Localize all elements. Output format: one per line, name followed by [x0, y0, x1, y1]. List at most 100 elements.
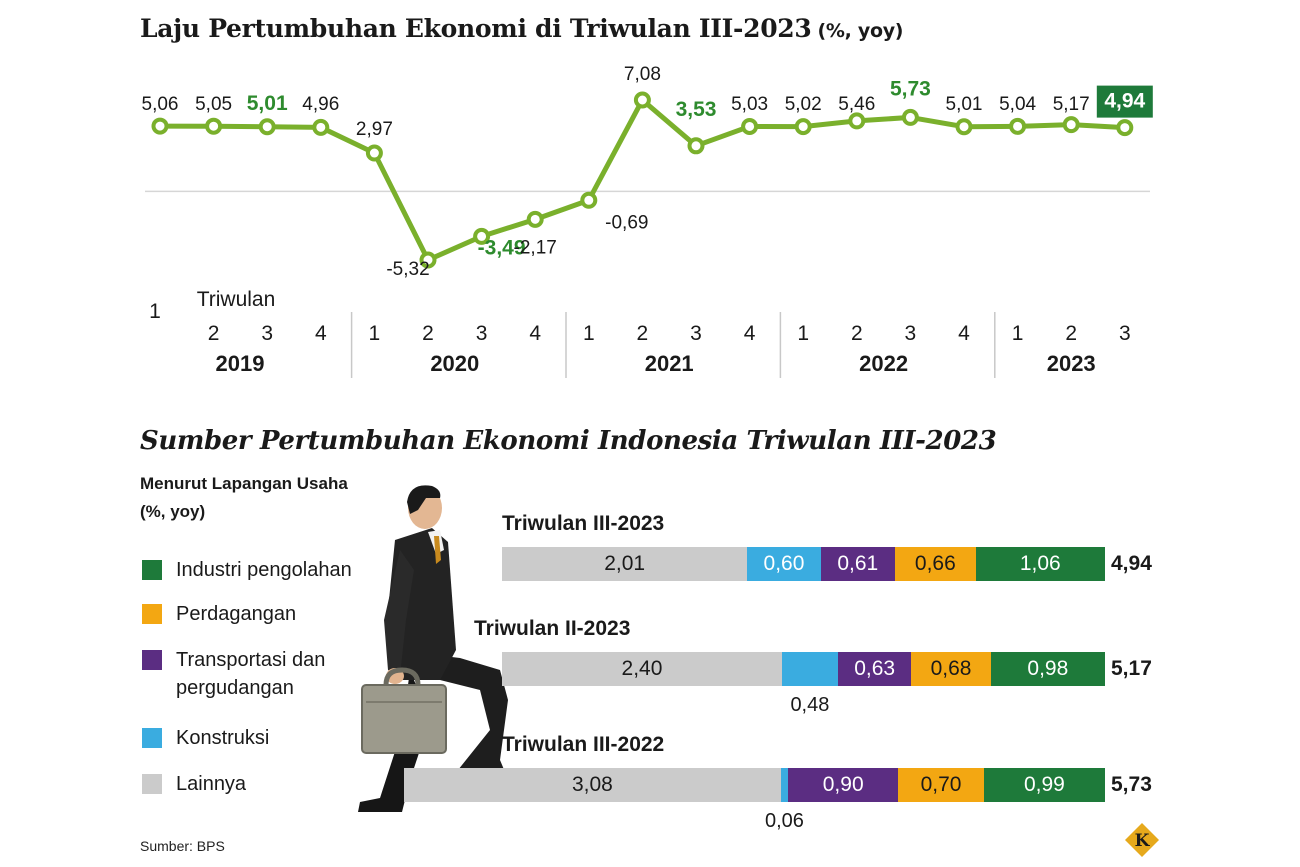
- x-year-label: 2023: [1047, 351, 1096, 376]
- legend-swatch-industri: [142, 560, 162, 580]
- data-point: [526, 210, 544, 228]
- data-label: 5,01: [946, 94, 983, 115]
- x-tick-label: 4: [315, 322, 327, 345]
- bar-segment-label: 0,90: [822, 773, 864, 796]
- data-label: 5,73: [890, 77, 931, 100]
- x-tick-label: 4: [958, 322, 970, 345]
- data-point: [205, 117, 223, 135]
- data-label: -2,17: [514, 237, 557, 258]
- data-point: [473, 227, 491, 245]
- data-label: 5,17: [1053, 94, 1090, 115]
- bar-segment: 3,08: [404, 768, 781, 802]
- bar-total: 5,73: [1111, 773, 1152, 796]
- bar-segment-label: 2,01: [604, 552, 646, 575]
- legend-item-transportasi: Transportasi dan pergudangan: [142, 646, 372, 702]
- data-point: [1062, 116, 1080, 134]
- x-year-label: 2021: [645, 351, 694, 376]
- bar-segment-label: 0,63: [854, 657, 896, 680]
- x-tick-label: 4: [529, 322, 541, 345]
- legend-header: Menurut Lapangan Usaha (%, yoy): [140, 470, 348, 526]
- legend-swatch-lainnya: [142, 774, 162, 794]
- x-tick-label: 3: [905, 322, 917, 345]
- legend-swatch-konstruksi: [142, 728, 162, 748]
- data-label: 4,96: [302, 94, 339, 115]
- bar-segment-label: 0,70: [920, 773, 962, 796]
- bar-segment-label: 0,60: [763, 552, 805, 575]
- data-point: [312, 118, 330, 136]
- x-tick-label: 3: [261, 322, 273, 345]
- legend-item-industri: Industri pengolahan: [142, 556, 352, 584]
- stacked-chart-title: Sumber Pertumbuhan Ekonomi Indonesia Tri…: [140, 426, 997, 456]
- legend-title: Menurut Lapangan Usaha: [140, 474, 348, 493]
- businessman-illustration: [358, 485, 508, 812]
- data-label: 5,02: [785, 94, 822, 115]
- legend-item-perdagangan: Perdagangan: [142, 600, 296, 628]
- bar-segment: [780, 768, 789, 802]
- x-tick-label: 3: [476, 322, 488, 345]
- series-line: [159, 97, 1125, 263]
- bar-total: 4,94: [1111, 552, 1152, 575]
- x-tick-label: 1: [369, 322, 381, 345]
- data-point: [580, 191, 598, 209]
- x-year-label: 2022: [859, 351, 908, 376]
- legend-swatch-transportasi: [142, 650, 162, 670]
- data-point: [848, 112, 866, 130]
- line-chart-unit: (%, yoy): [817, 20, 904, 42]
- x-tick-label: 2: [637, 322, 649, 345]
- legend-label-industri: Industri pengolahan: [176, 559, 352, 581]
- x-axis-title: Triwulan: [197, 288, 276, 311]
- bar-segment: 0,68: [911, 652, 991, 686]
- data-label: 2,97: [356, 119, 393, 140]
- x-tick-label: 1: [583, 322, 595, 345]
- data-point: [633, 91, 651, 109]
- x-tick-label: 2: [422, 322, 434, 345]
- data-point: [687, 137, 705, 155]
- data-label: 4,94: [1104, 90, 1145, 113]
- bar-segment: 1,06: [975, 547, 1105, 581]
- x-tick-label: 4: [744, 322, 756, 345]
- legend-unit: (%, yoy): [140, 502, 206, 521]
- x-tick-label: 2: [1065, 322, 1077, 345]
- x-tick-label: 1: [149, 300, 161, 323]
- data-point: [741, 117, 759, 135]
- data-label: 5,04: [999, 94, 1036, 115]
- data-label: 5,46: [838, 94, 875, 115]
- line-chart-series: [151, 91, 1134, 269]
- bar-segment: 0,90: [788, 768, 899, 802]
- bar-segment-label: 0,61: [837, 552, 879, 575]
- x-year-label: 2019: [216, 351, 265, 376]
- x-tick-label: 1: [1012, 322, 1024, 345]
- bar-segment: [781, 652, 838, 686]
- bar-segment-label: 0,98: [1027, 657, 1069, 680]
- data-point: [151, 117, 169, 135]
- x-year-label: 2020: [430, 351, 479, 376]
- bar-segment-label: 0,06: [765, 810, 804, 832]
- data-label: 5,01: [247, 92, 288, 115]
- data-point: [1116, 119, 1134, 137]
- line-chart: 1 2 3 4 2019 1 2 3 4 2020 1 2 3 4 2021 1 2 3 4 2022 1 2 3 2023 T…: [142, 64, 1153, 378]
- publisher-logo: K: [1125, 823, 1159, 857]
- bar-segment: 0,61: [820, 547, 896, 581]
- legend-label-perdagangan: Perdagangan: [176, 603, 297, 625]
- bar-segment: 0,63: [837, 652, 912, 686]
- data-label: -5,32: [386, 259, 429, 280]
- data-point: [365, 144, 383, 162]
- logo-letter: K: [1135, 831, 1151, 851]
- data-label: -3,49: [478, 236, 526, 259]
- legend-label-konstruksi: Konstruksi: [176, 727, 270, 749]
- bar-row-title: Triwulan III-2022: [502, 733, 665, 756]
- data-point: [794, 118, 812, 136]
- bar-segment-label: 2,40: [621, 657, 663, 680]
- legend-swatch-perdagangan: [142, 604, 162, 624]
- data-label: 5,03: [731, 94, 768, 115]
- line-chart-labels: 5,06 5,05 5,01 4,96 2,97 -5,32 -3,49-2,17 -0,69…: [142, 64, 1153, 280]
- x-tick-label: 3: [1119, 322, 1131, 345]
- bar-segment-label: 0,48: [790, 694, 830, 716]
- x-tick-label: 1: [797, 322, 809, 345]
- data-point: [901, 108, 919, 126]
- data-label: 7,08: [624, 64, 661, 85]
- x-tick-label: 2: [208, 322, 220, 345]
- bar-segment-label: 3,08: [571, 773, 613, 796]
- data-label: 5,06: [142, 94, 179, 115]
- bar-segment: 0,70: [898, 768, 984, 802]
